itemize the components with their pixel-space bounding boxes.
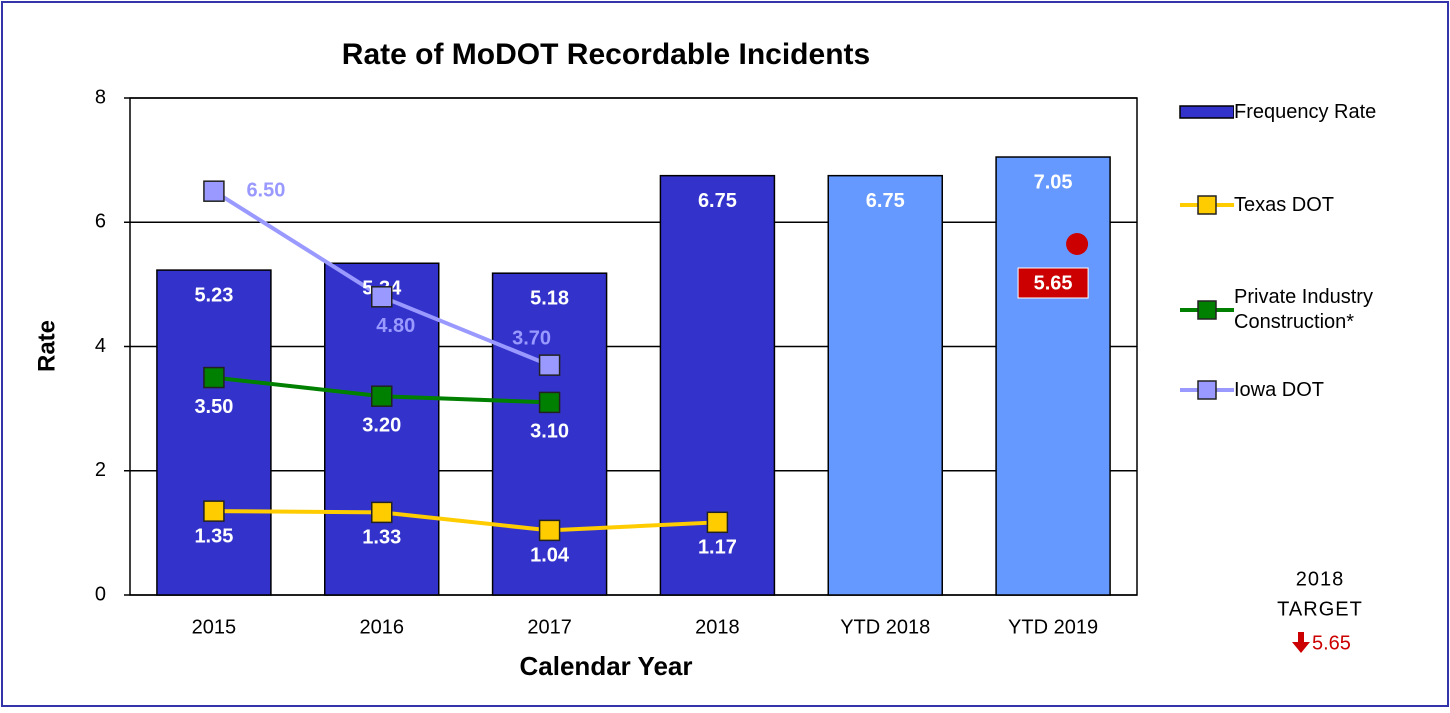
target-label: 5.65 bbox=[1034, 272, 1073, 294]
marker bbox=[371, 385, 393, 407]
legend-icon bbox=[1180, 195, 1234, 215]
marker bbox=[203, 366, 225, 389]
legend-swatch bbox=[1179, 105, 1234, 119]
annotation-value: 5.65 bbox=[1312, 632, 1351, 654]
value-label: 1.17 bbox=[698, 537, 737, 559]
legend-marker bbox=[1197, 300, 1217, 320]
legend-icon bbox=[1180, 300, 1234, 320]
legend-label: Iowa DOT bbox=[1234, 378, 1325, 401]
legend-marker bbox=[1197, 380, 1217, 400]
value-label: 1.33 bbox=[362, 527, 401, 549]
bar bbox=[491, 272, 608, 596]
legend-label: Frequency Rate bbox=[1234, 100, 1377, 123]
marker bbox=[538, 354, 561, 376]
legend-label: Private Industry Construction* bbox=[1234, 286, 1373, 333]
marker bbox=[203, 500, 225, 522]
value-label: 1.04 bbox=[530, 545, 570, 567]
value-label: 5.18 bbox=[530, 287, 569, 309]
chart-title: Rate of MoDOT Recordable Incidents bbox=[342, 38, 870, 71]
value-label: 6.75 bbox=[866, 190, 905, 212]
marker bbox=[371, 286, 393, 308]
legend-icon bbox=[1179, 105, 1234, 119]
bar bbox=[156, 269, 272, 596]
target-point bbox=[1066, 232, 1089, 255]
x-axis-title: Calendar Year bbox=[520, 651, 693, 681]
value-label: 3.10 bbox=[530, 421, 569, 443]
y-tick-label: 0 bbox=[95, 583, 106, 605]
marker bbox=[371, 501, 393, 524]
legend-label: Texas DOT bbox=[1234, 193, 1335, 216]
legend-item: Texas DOT bbox=[1176, 193, 1446, 218]
legend-icon bbox=[1180, 380, 1234, 400]
value-label: 3.20 bbox=[362, 414, 401, 436]
legend-item: Private Industry Construction* bbox=[1176, 285, 1446, 335]
legend-item: Frequency Rate bbox=[1176, 100, 1446, 125]
value-label: 6.50 bbox=[246, 179, 285, 201]
y-tick-label: 6 bbox=[95, 211, 106, 233]
marker bbox=[706, 511, 729, 534]
bar bbox=[995, 156, 1111, 596]
marker bbox=[538, 391, 561, 414]
annotation-line: TARGET bbox=[1277, 598, 1363, 620]
value-label: 3.50 bbox=[194, 396, 233, 418]
legend-item: Iowa DOT bbox=[1176, 378, 1446, 403]
value-label: 4.80 bbox=[376, 315, 415, 337]
legend-marker bbox=[1197, 195, 1217, 215]
x-tick-label: YTD 2018 bbox=[840, 616, 930, 638]
line bbox=[213, 509, 718, 533]
y-tick-label: 2 bbox=[95, 459, 106, 481]
marker bbox=[538, 519, 561, 542]
value-label: 5.23 bbox=[194, 284, 233, 306]
value-label: 7.05 bbox=[1034, 171, 1073, 193]
y-axis-title: Rate bbox=[33, 320, 60, 372]
bar bbox=[827, 174, 943, 596]
x-tick-label: 2015 bbox=[192, 616, 237, 638]
value-label: 6.75 bbox=[698, 190, 737, 212]
down-arrow bbox=[1292, 632, 1310, 653]
value-label: 1.35 bbox=[194, 525, 233, 547]
x-tick-label: YTD 2019 bbox=[1008, 616, 1098, 638]
bar bbox=[324, 262, 440, 596]
y-tick-label: 4 bbox=[95, 335, 106, 357]
x-tick-label: 2018 bbox=[695, 616, 740, 638]
y-tick-label: 8 bbox=[95, 86, 106, 108]
value-label: 3.70 bbox=[512, 327, 551, 349]
target-label-box bbox=[1017, 267, 1089, 299]
marker bbox=[203, 180, 225, 202]
x-tick-label: 2016 bbox=[360, 616, 405, 638]
x-tick-label: 2017 bbox=[527, 616, 572, 638]
annotation-line: 2018 bbox=[1296, 568, 1345, 590]
